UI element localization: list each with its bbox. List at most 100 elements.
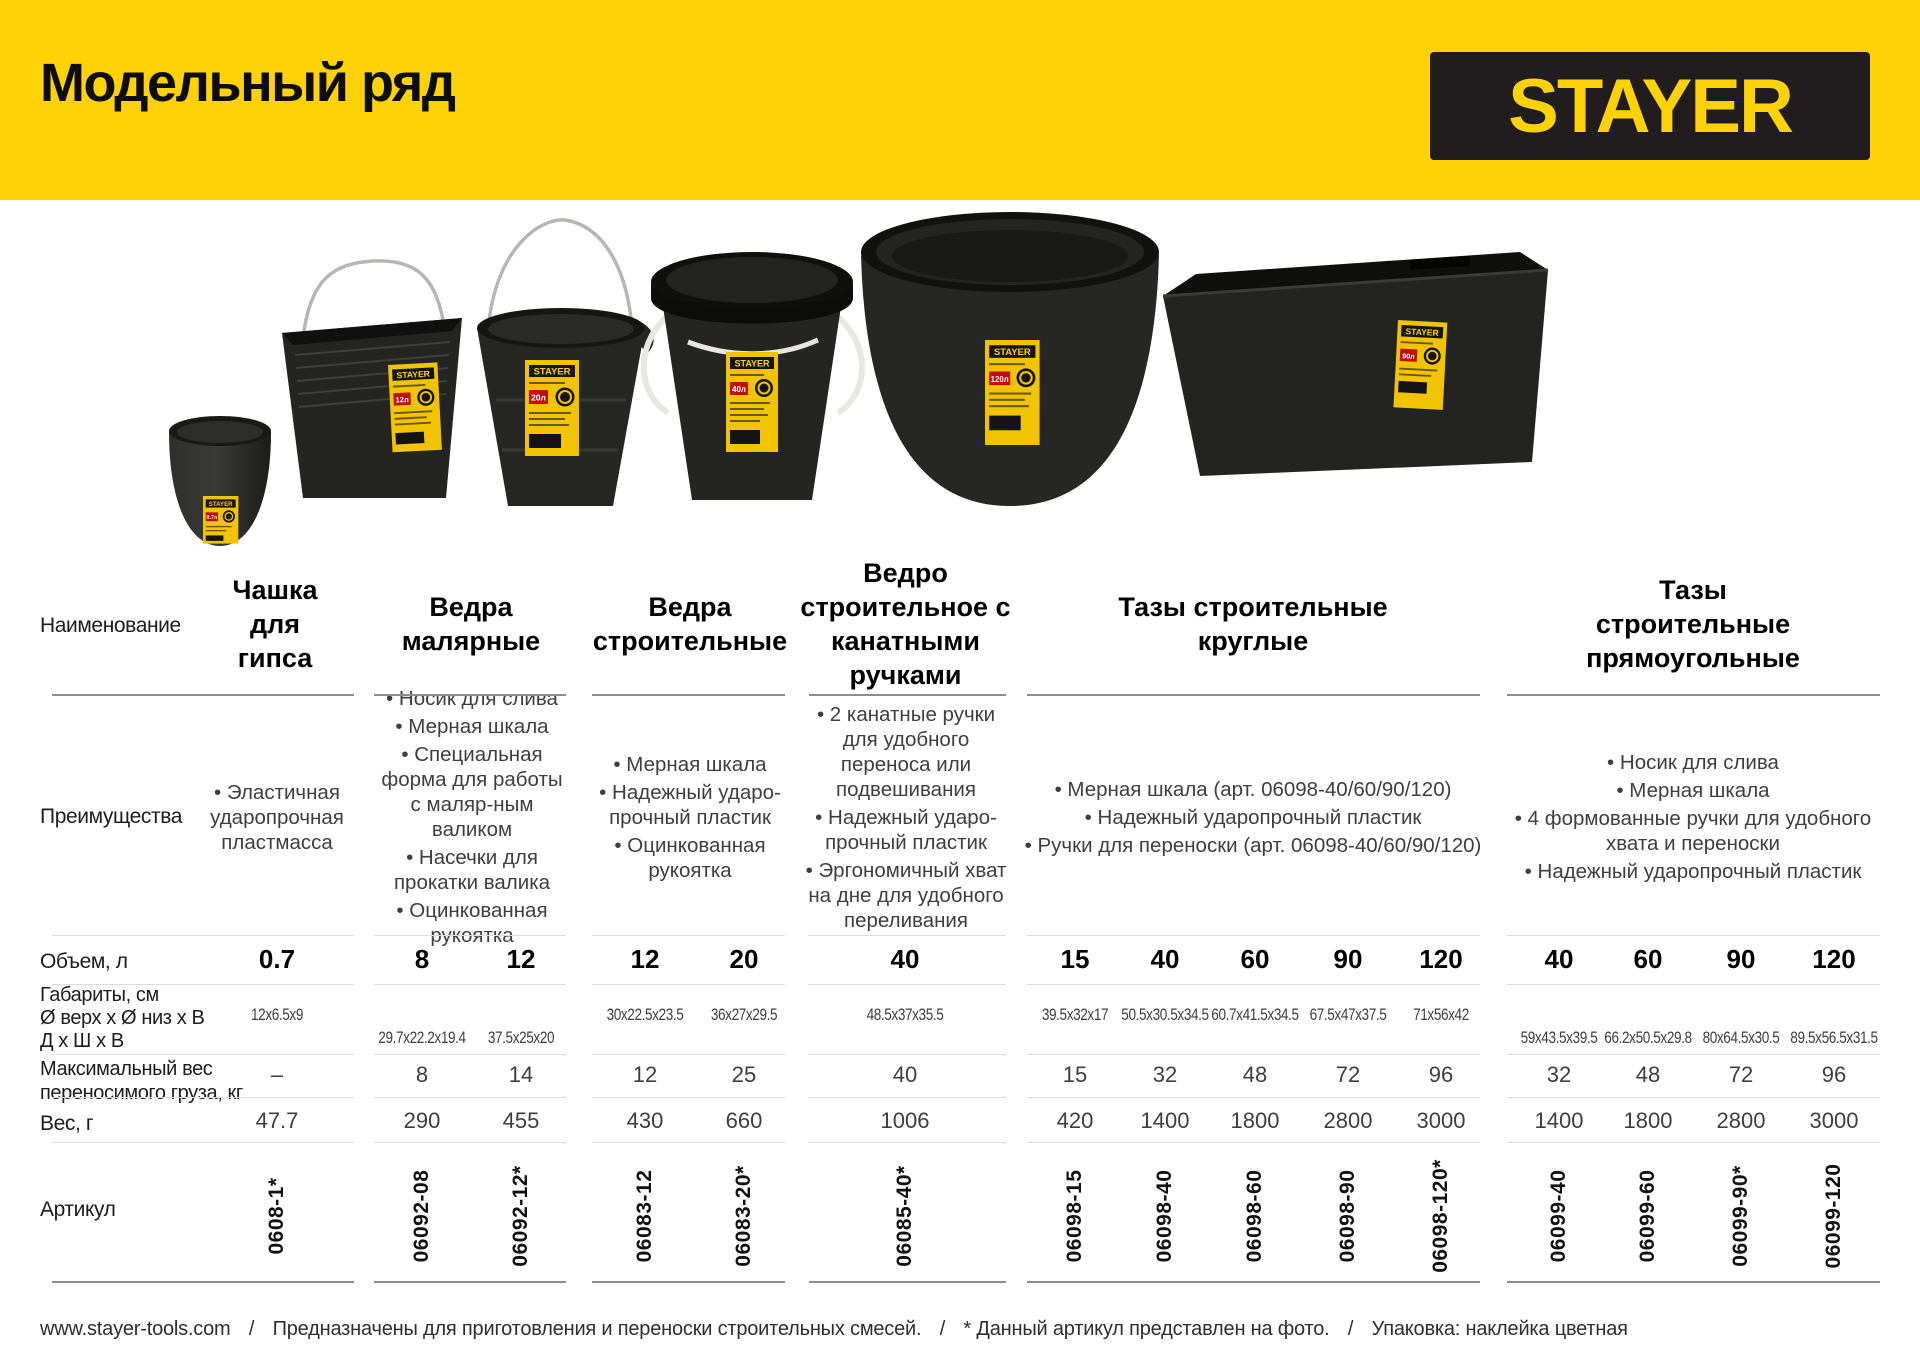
weight-value: 3000 [1416,1108,1466,1133]
product-plaster-cup: STAYER 0.7л [169,416,271,546]
dimensions-value: 12х6.5х9 [251,1005,303,1024]
page-title: Модельный ряд [40,53,456,113]
row-divider [809,935,1006,936]
row-divider [809,694,1006,696]
row-divider [374,1142,566,1143]
max-load-value: 14 [508,1062,534,1087]
advantage-item: • Специальная форма для работы с маляр-н… [381,743,563,841]
volume-value: 0.7 [258,944,296,974]
row-divider [592,935,785,936]
weight-value: 420 [1056,1108,1094,1133]
weight-value: 1800 [1230,1108,1280,1133]
row-divider [809,984,1006,985]
row-divider [1507,1097,1880,1098]
weight-value: 455 [502,1108,540,1133]
label-brand: STAYER [1405,326,1439,338]
row-divider [52,1054,354,1055]
stayer-logo-text: STAYER [1508,63,1794,149]
advantage-item: • Ручки для переноски (арт. 06098-40/60/… [1024,833,1482,857]
max-load-value: 32 [1152,1062,1178,1087]
advantage-item: • Надежный ударопрочный пластик [1524,860,1862,883]
sku-value: 06099-40 [1547,1169,1570,1263]
product-label: STAYER 20л [525,360,579,456]
dimensions-value: 89.5х56.5х31.5 [1790,1028,1878,1047]
row-divider [592,1054,785,1055]
volume-value: 40 [1150,944,1180,974]
advantage-item: • Мерная шкала [395,715,549,738]
sku-value: 06092-12* [509,1165,532,1267]
stayer-logo: STAYER [1430,52,1870,160]
row-divider [374,935,566,936]
row-label-dimensions-1: Габариты, см [40,984,159,1006]
dimensions-value: 50.5х30.5х34.5 [1121,1005,1209,1024]
footer-url[interactable]: www.stayer-tools.com [40,1318,231,1340]
weight-value: 660 [725,1108,763,1133]
volume-value: 12 [630,944,660,974]
max-load-value: 48 [1635,1062,1661,1087]
weight-value: 1400 [1534,1108,1584,1133]
dimensions-value: 29.7х22.2х19.4 [378,1028,466,1047]
advantage-item: • Мерная шкала (арт. 06098-40/60/90/120) [1054,777,1452,801]
advantage-item: • 2 канатные ручки для удобного переноса… [816,702,996,801]
footer-separator: / [939,1318,946,1340]
row-divider [1507,1142,1880,1143]
row-divider [374,984,566,985]
row-divider [1027,935,1480,936]
weight-value: 430 [626,1108,664,1133]
label-brand: STAYER [994,347,1031,358]
max-load-value: – [270,1062,284,1087]
row-divider [1027,1142,1480,1143]
dimensions-value: 80х64.5х30.5 [1702,1028,1780,1047]
sku-value: 06099-60 [1636,1169,1659,1263]
row-divider [52,984,354,985]
max-load-value: 25 [731,1062,757,1087]
row-label-maxload-1: Максимальный вес [40,1058,213,1080]
sku-value: 06098-15 [1063,1169,1086,1263]
sku-value: 06098-90 [1336,1169,1359,1263]
dimensions-value: 48.5х37х35.5 [866,1005,944,1024]
product-photos: STAYER 0.7л STAYER 12л [169,212,1549,546]
label-volume: 20л [531,393,546,403]
label-volume: 0.7л [206,515,218,521]
dimensions-value: 37.5х25х20 [487,1028,555,1047]
advantage-item: • Оцинкованная рукоятка [614,833,766,882]
advantage-item: • Насечки для прокатки валика [393,846,551,894]
product-construction-bucket: STAYER 20л [477,218,654,506]
sku-value: 06083-12 [633,1169,656,1263]
sku-value: 06092-08 [410,1169,433,1263]
product-label: STAYER 12л [388,362,442,453]
advantage-item: • Мерная шкала [613,752,767,776]
row-divider [809,1142,1006,1143]
max-load-value: 8 [415,1062,429,1087]
sku-value: 06098-60 [1243,1169,1266,1263]
advantage-item: • Надежный ударо-прочный пластик [815,805,997,854]
footer-separator: / [1347,1318,1354,1340]
max-load-value: 72 [1728,1062,1754,1087]
row-divider [1027,1097,1480,1098]
row-divider [374,694,566,696]
row-divider [1507,1054,1880,1055]
max-load-value: 32 [1546,1062,1572,1087]
row-divider [1507,1281,1880,1283]
row-divider [809,1054,1006,1055]
row-divider [592,1281,785,1283]
weight-value: 3000 [1809,1108,1859,1133]
volume-value: 90 [1333,944,1363,974]
label-brand: STAYER [534,367,571,378]
row-divider [1027,694,1480,696]
max-load-value: 96 [1428,1062,1454,1087]
product-label: STAYER 0.7л [203,496,239,544]
advantage-item: • 4 формованные ручки для удобного хвата… [1514,807,1872,855]
volume-value: 8 [414,944,430,974]
sku-value: 06098-40 [1153,1169,1176,1263]
row-divider [52,694,354,696]
advantage-item: • Мерная шкала [1616,779,1770,802]
max-load-value: 48 [1242,1062,1268,1087]
weight-value: 47.7 [255,1108,299,1133]
max-load-value: 96 [1821,1062,1847,1087]
max-load-value: 12 [632,1062,658,1087]
weight-value: 1800 [1623,1108,1673,1133]
product-paint-bucket: STAYER 12л [282,259,462,498]
row-label-name: Наименование [40,614,181,637]
